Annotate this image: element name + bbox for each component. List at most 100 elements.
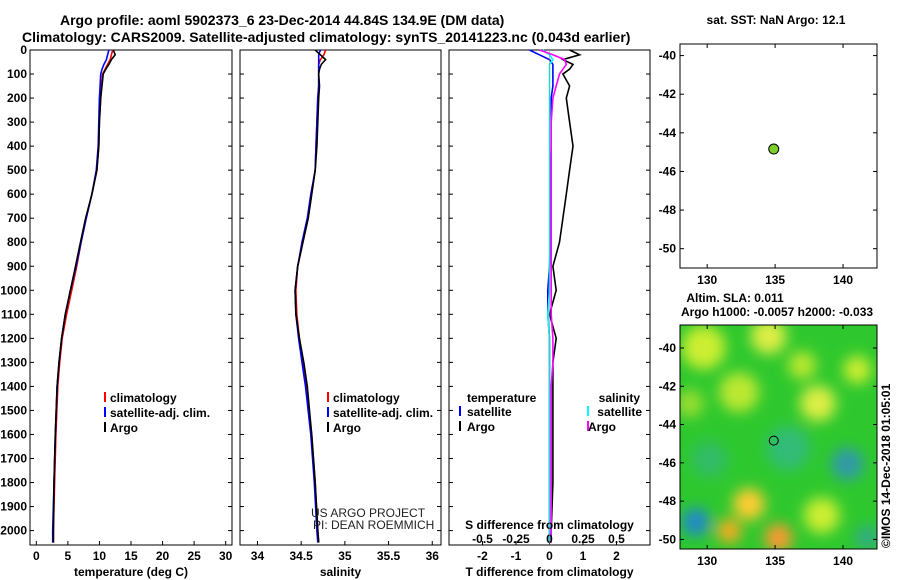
series-line-argo xyxy=(294,49,327,543)
x-tick-label: 35 xyxy=(338,549,352,563)
x-tick-label: 10 xyxy=(93,549,107,563)
y-tick-label: -50 xyxy=(659,532,677,546)
x-axis-label: salinity xyxy=(320,565,362,579)
y-tick-label: 900 xyxy=(7,259,27,273)
map-frame xyxy=(679,43,878,269)
temperature-panel: 0100200300400500600700800900100011001200… xyxy=(0,43,232,579)
y-tick-label: -44 xyxy=(659,126,677,140)
y-tick-label: 400 xyxy=(7,139,27,153)
y-tick-label: -46 xyxy=(659,164,677,178)
x-tick-label: 34 xyxy=(251,549,265,563)
x-tick-label: 130 xyxy=(697,554,717,568)
x-tick-label: 5 xyxy=(65,549,72,563)
legend-label: satellite-adj. clim. xyxy=(333,406,433,420)
map-frame xyxy=(679,324,878,550)
argo-location-marker xyxy=(768,143,780,155)
y-tick-label: -50 xyxy=(659,242,677,256)
credit-line-2: PI: DEAN ROEMMICH xyxy=(313,518,435,532)
legend-label: satellite xyxy=(597,405,642,419)
series-line-argo xyxy=(52,49,117,543)
y-tick-label: 1400 xyxy=(0,379,27,393)
legend-label: Argo xyxy=(333,421,361,435)
heatmap-field xyxy=(680,325,877,549)
map-background xyxy=(680,44,877,268)
profile-title: Argo profile: aoml 5902373_6 23-Dec-2014… xyxy=(60,12,505,28)
heatmap-cell xyxy=(843,355,872,384)
y-tick-label: -48 xyxy=(659,494,677,508)
x-tick-label: 1 xyxy=(580,549,587,563)
climatology-title: Climatology: CARS2009. Satellite-adjuste… xyxy=(22,29,631,45)
sla-map-panel: 130 135 140 -40 -42 -44 -46 -48 -50 Altim. SLA: 0… xyxy=(659,291,893,568)
heatmap-cell xyxy=(764,523,793,549)
x-tick-label: 36 xyxy=(426,549,440,563)
legend-label: Argo xyxy=(588,420,616,434)
imos-watermark: ©IMOS 14-Dec-2018 01:05:01 xyxy=(879,383,893,548)
y-tick-label: 2000 xyxy=(0,524,27,538)
heatmap-cell xyxy=(717,519,742,544)
x-tick-label: 0 xyxy=(546,549,553,563)
y-tick-label: -42 xyxy=(659,379,677,393)
legend-label: satellite-adj. clim. xyxy=(110,406,210,420)
sst-map-panel: 130 135 140 -40 -42 -44 -46 -48 -50 sat. SST: NaN… xyxy=(659,13,878,287)
y-tick-label: -42 xyxy=(659,87,677,101)
x2-tick-label: 0.25 xyxy=(571,532,595,546)
y-tick-label: 1900 xyxy=(0,500,27,514)
y-tick-label: 0 xyxy=(20,43,27,57)
plot-frame xyxy=(239,49,442,546)
sla-map-title: Altim. SLA: 0.011 xyxy=(686,291,784,305)
heatmap-cell xyxy=(719,372,760,413)
x-tick-label: -2 xyxy=(477,549,488,563)
y-tick-label: 800 xyxy=(7,235,27,249)
y-tick-label: -40 xyxy=(659,49,677,63)
x-tick-label: 30 xyxy=(219,549,233,563)
y-tick-label: 1000 xyxy=(0,283,27,297)
x-axis-label: temperature (deg C) xyxy=(74,565,188,579)
y-tick-label: 1700 xyxy=(0,451,27,465)
legend-label: Argo xyxy=(110,421,138,435)
salinity-panel: 34 34.5 35 35.5 36 salinity climatologysatelli… xyxy=(239,49,442,579)
plot-frame xyxy=(29,49,233,546)
x2-tick-label: 0.5 xyxy=(608,532,625,546)
legend-label: climatology xyxy=(333,391,400,405)
x-tick-label: -1 xyxy=(511,549,522,563)
y-tick-label: 300 xyxy=(7,115,27,129)
x-tick-label: 25 xyxy=(187,549,201,563)
y-tick-label: 600 xyxy=(7,187,27,201)
x-tick-label: 2 xyxy=(613,549,620,563)
heatmap-cell xyxy=(831,447,864,480)
series-line-s-argo xyxy=(539,49,568,543)
y-tick-label: -48 xyxy=(659,203,677,217)
heatmap-cell xyxy=(750,325,787,355)
argo-location-marker xyxy=(768,435,779,446)
series-line-satellite-adj-clim- xyxy=(294,49,322,543)
heatmap-cell xyxy=(732,488,765,521)
x-tick-label: 35.5 xyxy=(377,549,401,563)
legend-salinity-title: salinity xyxy=(599,391,641,405)
credit-line-1: US ARGO PROJECT xyxy=(311,506,426,520)
x-tick-label: 135 xyxy=(765,554,785,568)
heatmap-cell xyxy=(799,385,836,422)
y-tick-label: 1300 xyxy=(0,355,27,369)
y-tick-label: -40 xyxy=(659,341,677,355)
y-tick-label: 1200 xyxy=(0,331,27,345)
legend-temperature-title: temperature xyxy=(467,391,537,405)
y-tick-label: 500 xyxy=(7,163,27,177)
y-tick-label: 1600 xyxy=(0,427,27,441)
difference-panel: -2 -1 0 1 2 T difference from climatology -0.5… xyxy=(448,49,651,579)
y-tick-label: 700 xyxy=(7,211,27,225)
y-tick-label: 200 xyxy=(7,91,27,105)
x-tick-label: 130 xyxy=(697,273,717,287)
heatmap-cell xyxy=(803,497,840,534)
x-tick-label: 0 xyxy=(33,549,40,563)
y-tick-label: 1500 xyxy=(0,403,27,417)
x-axis-label: T difference from climatology xyxy=(465,565,633,579)
heatmap-cell xyxy=(691,441,728,478)
heatmap-cell xyxy=(788,351,817,380)
x-tick-label: 20 xyxy=(156,549,170,563)
legend-label: climatology xyxy=(110,391,177,405)
x-tick-label: 140 xyxy=(833,273,853,287)
y-tick-label: -46 xyxy=(659,456,677,470)
series-line-t-argo xyxy=(548,49,582,543)
sst-map-title: sat. SST: NaN Argo: 12.1 xyxy=(707,13,846,27)
